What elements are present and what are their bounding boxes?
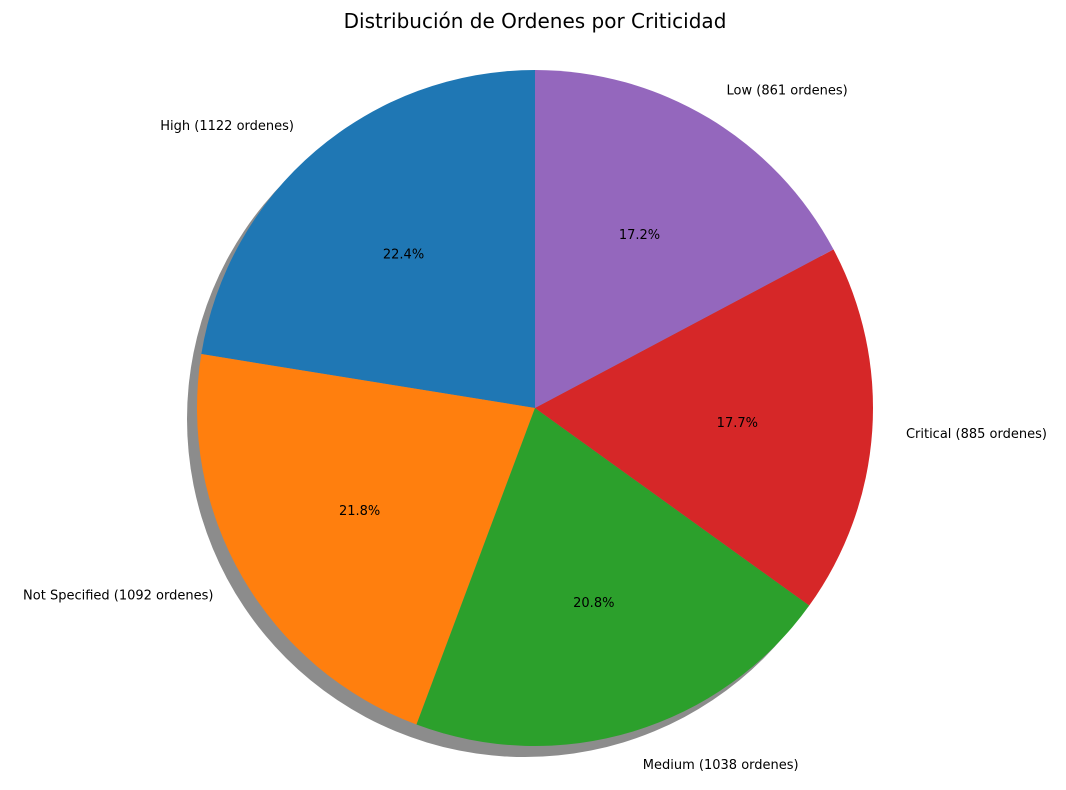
- pie-slice-high: [201, 70, 535, 408]
- slice-percent-not-specified: 21.8%: [339, 504, 380, 519]
- slice-label-medium: Medium (1038 ordenes): [643, 758, 799, 773]
- pie-labels: 22.4% High (1122 ordenes) 21.8% Not Specifi…: [23, 83, 1047, 772]
- pie-slices: [196, 70, 873, 747]
- pie-slice-critical: [535, 249, 873, 606]
- slice-percent-low: 17.2%: [619, 228, 660, 243]
- slice-label-critical: Critical (885 ordenes): [906, 427, 1047, 442]
- pie-slice-medium: [416, 408, 810, 747]
- slice-label-high: High (1122 ordenes): [160, 119, 294, 134]
- pie-slice-not-specified: [196, 354, 535, 725]
- pie-slice-low: [535, 70, 834, 408]
- slice-percent-critical: 17.7%: [717, 416, 758, 431]
- slice-percent-medium: 20.8%: [573, 596, 614, 611]
- slice-label-low: Low (861 ordenes): [727, 83, 848, 98]
- chart-title: Distribución de Ordenes por Criticidad: [344, 9, 727, 33]
- slice-label-not-specified: Not Specified (1092 ordenes): [23, 589, 213, 604]
- slice-percent-high: 22.4%: [383, 248, 424, 263]
